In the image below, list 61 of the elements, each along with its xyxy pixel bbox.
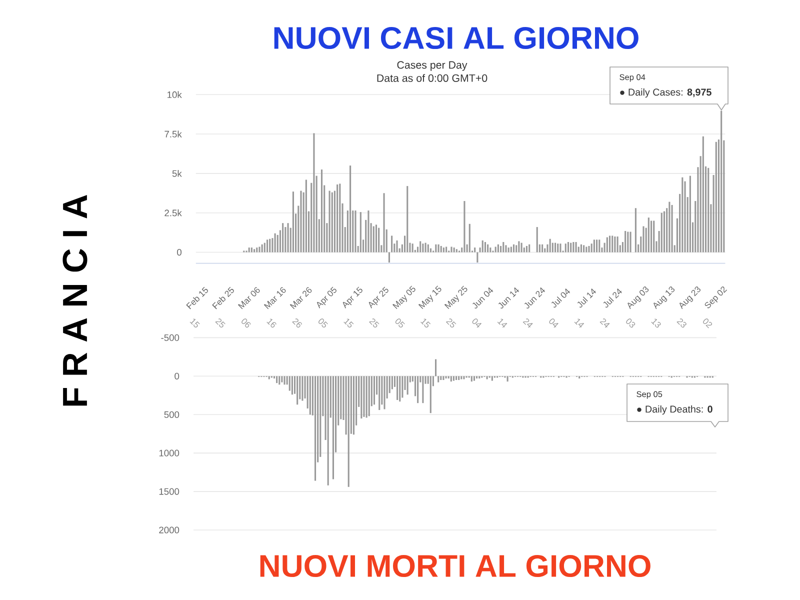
x-tick-label: Feb 25 <box>212 286 234 310</box>
x-tick-label: Jul 04 <box>551 288 570 308</box>
annotation: Sep 05 <box>636 391 662 399</box>
chart-subtitle: Cases per Day <box>397 61 468 71</box>
x-tick-label: 03 <box>626 318 636 328</box>
x-tick-label: 23 <box>676 318 686 328</box>
x-tick-label: Jun 14 <box>498 287 520 309</box>
x-tick-label: 04 <box>549 318 558 328</box>
x-tick-label: Feb 15 <box>186 286 208 310</box>
y-tick-label: 10k <box>168 91 182 98</box>
y-tick-label: 2000 <box>159 526 180 534</box>
x-tick-label: 02 <box>703 318 712 328</box>
text: Data as of 0:00 GMT+0 <box>377 74 488 82</box>
x-tick-label: 26 <box>292 318 302 328</box>
y-tick-label: 5k <box>172 170 182 177</box>
y-tick-label: -500 <box>161 334 180 341</box>
x-tick-label: May 25 <box>444 286 468 310</box>
x-tick-label: Aug 13 <box>654 286 675 310</box>
y-tick-label: 1500 <box>159 488 180 495</box>
x-tick-label: Mar 06 <box>238 287 260 310</box>
x-tick-label: 15 <box>190 318 200 328</box>
x-tick-label: 14 <box>497 318 508 328</box>
x-tick-label: 24 <box>522 318 533 328</box>
x-tick-label: Apr 15 <box>342 286 362 308</box>
x-tick-label: Aug 23 <box>679 286 701 310</box>
x-tick-label: Apr 05 <box>316 286 336 308</box>
text: Sep 04 <box>620 74 646 82</box>
x-tick-label: Jul 14 <box>577 288 596 308</box>
x-tick-label: Mar 26 <box>290 287 312 310</box>
x-tick-label: 15 <box>344 318 354 328</box>
x-tick-label: 25 <box>215 318 226 328</box>
x-tick-label: 25 <box>369 318 380 328</box>
x-tick-label: 05 <box>395 318 405 328</box>
x-tick-label: 24 <box>600 318 610 328</box>
y-tick-label: 7.5k <box>164 130 182 138</box>
x-tick-label: Jun 04 <box>472 287 494 309</box>
y-tick-label: 500 <box>164 411 180 418</box>
x-tick-label: 15 <box>420 318 431 328</box>
x-tick-label: 16 <box>266 318 276 328</box>
text: F R A N C I A <box>62 195 88 406</box>
x-tick-label: 14 <box>574 318 584 328</box>
x-tick-label: 25 <box>446 318 456 328</box>
y-tick-label: 0 <box>177 248 182 256</box>
x-tick-label: Jun 24 <box>524 287 546 309</box>
annotation: ● Daily Deaths: 0 <box>637 405 712 415</box>
x-tick-label: Sep 02 <box>704 286 728 308</box>
x-tick-label: 05 <box>318 318 328 328</box>
x-tick-label: May 15 <box>418 286 442 309</box>
x-tick-label: 06 <box>242 318 251 328</box>
x-tick-label: Mar 16 <box>264 287 286 310</box>
y-tick-label: 2.5k <box>164 209 182 216</box>
x-tick-label: Jul 24 <box>603 288 622 308</box>
chart-title: NUOVI CASI AL GIORNO <box>274 26 638 50</box>
x-tick-label: May 05 <box>392 286 416 310</box>
y-tick-label: 1000 <box>159 450 180 456</box>
y-tick-label: 0 <box>174 372 180 380</box>
x-tick-label: 04 <box>472 318 482 328</box>
x-tick-label: Apr 25 <box>368 286 388 308</box>
text: NUOVI MORTI AL GIORNO <box>260 554 650 578</box>
x-tick-label: 13 <box>651 318 661 328</box>
annotation: ● Daily Cases: 8,975 <box>620 88 712 98</box>
